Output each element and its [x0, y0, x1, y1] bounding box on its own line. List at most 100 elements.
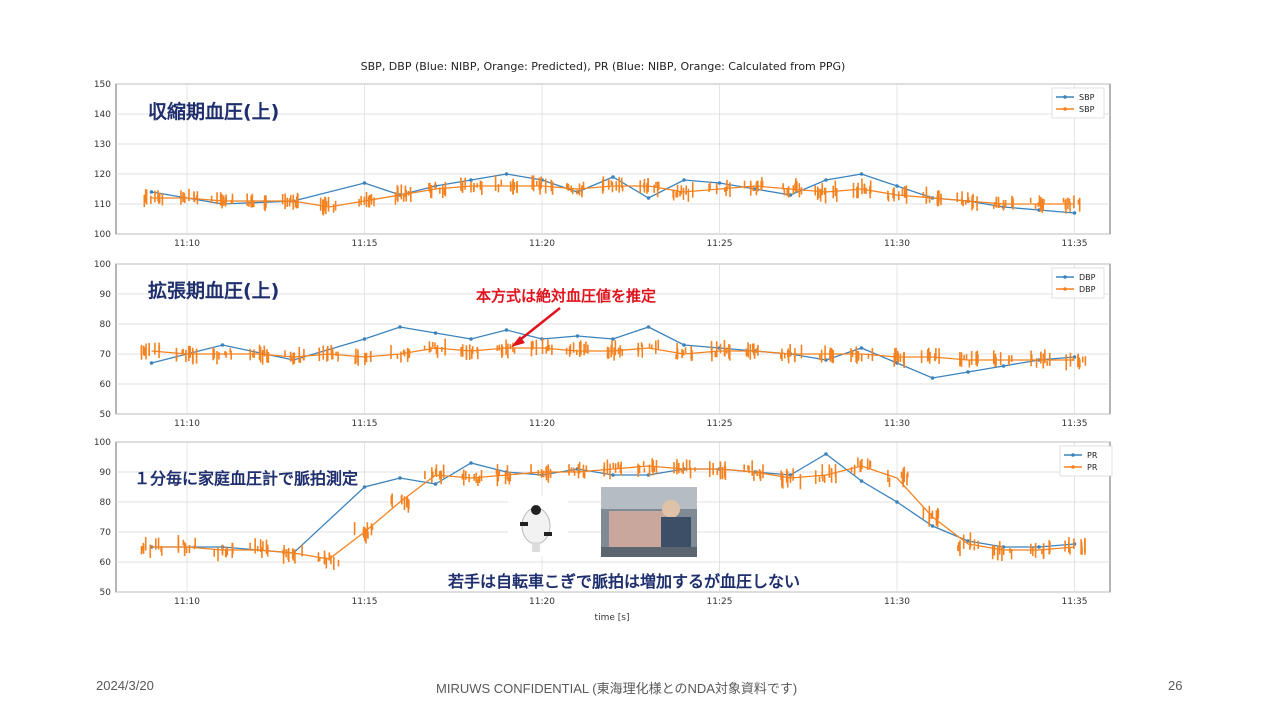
series-line-nibp	[151, 326, 1075, 379]
y-tick-label: 100	[94, 230, 111, 240]
legend-pr: PR PR	[1059, 445, 1113, 477]
data-point-nibp	[717, 181, 722, 185]
x-tick-label: 11:35	[1062, 597, 1088, 607]
x-tick-label: 11:35	[1062, 239, 1088, 249]
y-tick-label: 140	[94, 110, 111, 120]
legend-marker	[1063, 275, 1067, 279]
legend-box	[1051, 87, 1105, 119]
x-tick-label: 11:15	[352, 239, 378, 249]
annotation-arrow-head	[511, 336, 525, 347]
legend-box	[1059, 445, 1113, 477]
series-line-nibp	[151, 453, 1075, 554]
annotation-bicycle: 若手は自転車こぎで脈拍は増加するが血圧しない	[447, 572, 800, 591]
data-point-nibp	[930, 376, 935, 380]
patient-photo	[601, 487, 697, 557]
data-point-nibp	[930, 524, 935, 528]
legend-marker	[1063, 95, 1067, 99]
y-tick-label: 90	[100, 468, 112, 478]
data-point-nibp	[504, 328, 509, 332]
y-tick-label: 60	[100, 558, 112, 568]
data-point-nibp	[433, 482, 438, 486]
series-line-predicted	[151, 465, 1075, 560]
legend-marker	[1071, 465, 1075, 469]
legend-marker	[1063, 287, 1067, 291]
x-tick-label: 11:30	[884, 419, 910, 429]
x-axis-label: time [s]	[595, 613, 630, 623]
data-point-nibp	[469, 178, 473, 182]
data-point-nibp	[788, 473, 793, 477]
legend-marker	[1063, 107, 1067, 111]
data-point-nibp	[824, 452, 828, 456]
panel-dbp: 50 60 70 80 90 100 11:10 11:15 11:20 11:25 11:30 11…	[94, 260, 1111, 429]
data-point-nibp	[895, 500, 899, 504]
x-tick-label: 11:20	[529, 597, 555, 607]
x-tick-label: 11:25	[707, 419, 733, 429]
legend-label: DBP	[1079, 285, 1096, 294]
panel-pr: 50 60 70 80 90 100 11:10 11:15 11:20 11:25 11:30 11…	[94, 438, 1113, 607]
data-point-nibp	[220, 343, 225, 347]
y-tick-label: 70	[100, 528, 112, 538]
y-tick-label: 150	[94, 80, 111, 90]
panel-label-dbp: 拡張期血圧(上)	[148, 279, 279, 302]
data-point-nibp	[895, 184, 899, 188]
data-point-nibp	[646, 325, 651, 329]
data-point-nibp	[682, 343, 686, 347]
data-point-nibp	[966, 370, 970, 374]
data-point-nibp	[1001, 364, 1006, 368]
data-point-nibp	[859, 346, 864, 350]
data-point-nibp	[824, 178, 828, 182]
footer-confidential: MIRUWS CONFIDENTIAL (東海理化様とのNDA対象資料です)	[436, 681, 798, 696]
data-point-nibp	[469, 337, 473, 341]
legend-label: SBP	[1079, 93, 1095, 102]
x-tick-label: 11:20	[529, 239, 555, 249]
x-tick-label: 11:15	[352, 419, 378, 429]
y-tick-label: 80	[100, 320, 112, 330]
panel-label-pr: １分毎に家庭血圧計で脈拍測定	[134, 469, 358, 488]
x-tick-label: 11:15	[352, 597, 378, 607]
legend-label: SBP	[1079, 105, 1095, 114]
footer-page-number: 26	[1168, 678, 1183, 693]
x-tick-label: 11:30	[884, 597, 910, 607]
data-point-nibp	[788, 193, 793, 197]
x-tick-label: 11:35	[1062, 419, 1088, 429]
annotation-arrow-line	[515, 307, 561, 344]
data-point-nibp	[611, 175, 615, 179]
x-tick-label: 11:10	[174, 239, 200, 249]
data-point-nibp	[362, 337, 367, 341]
legend-marker	[1071, 453, 1075, 457]
y-tick-label: 90	[100, 290, 112, 300]
legend-label: PR	[1087, 463, 1098, 472]
footer-date: 2024/3/20	[96, 678, 154, 693]
y-tick-label: 80	[100, 498, 112, 508]
y-tick-label: 60	[100, 380, 112, 390]
data-point-nibp	[362, 485, 367, 489]
y-tick-label: 120	[94, 170, 111, 180]
data-point-nibp	[398, 325, 402, 329]
data-point-nibp	[362, 181, 367, 185]
legend-dbp: DBP DBP	[1051, 267, 1105, 299]
legend-label: DBP	[1079, 273, 1096, 282]
y-tick-label: 100	[94, 260, 111, 270]
y-tick-label: 70	[100, 350, 112, 360]
data-point-nibp	[575, 334, 580, 338]
exercise-bike-image	[508, 496, 568, 556]
panel-label-sbp: 収縮期血圧(上)	[148, 100, 279, 123]
x-tick-label: 11:20	[529, 419, 555, 429]
legend-box	[1051, 267, 1105, 299]
x-tick-label: 11:10	[174, 597, 200, 607]
legend-sbp: SBP SBP	[1051, 87, 1105, 119]
x-tick-label: 11:30	[884, 239, 910, 249]
data-point-nibp	[469, 461, 473, 465]
data-point-nibp	[504, 172, 509, 176]
x-tick-label: 11:25	[707, 597, 733, 607]
x-tick-label: 11:10	[174, 419, 200, 429]
data-point-nibp	[1037, 545, 1041, 549]
data-point-nibp	[611, 473, 615, 477]
y-tick-label: 110	[94, 200, 111, 210]
annotation-absolute-bp: 本方式は絶対血圧値を推定	[476, 287, 656, 305]
y-tick-label: 130	[94, 140, 111, 150]
data-point-nibp	[433, 331, 438, 335]
data-point-nibp	[966, 539, 970, 543]
data-point-nibp	[149, 361, 154, 365]
data-point-nibp	[611, 337, 615, 341]
